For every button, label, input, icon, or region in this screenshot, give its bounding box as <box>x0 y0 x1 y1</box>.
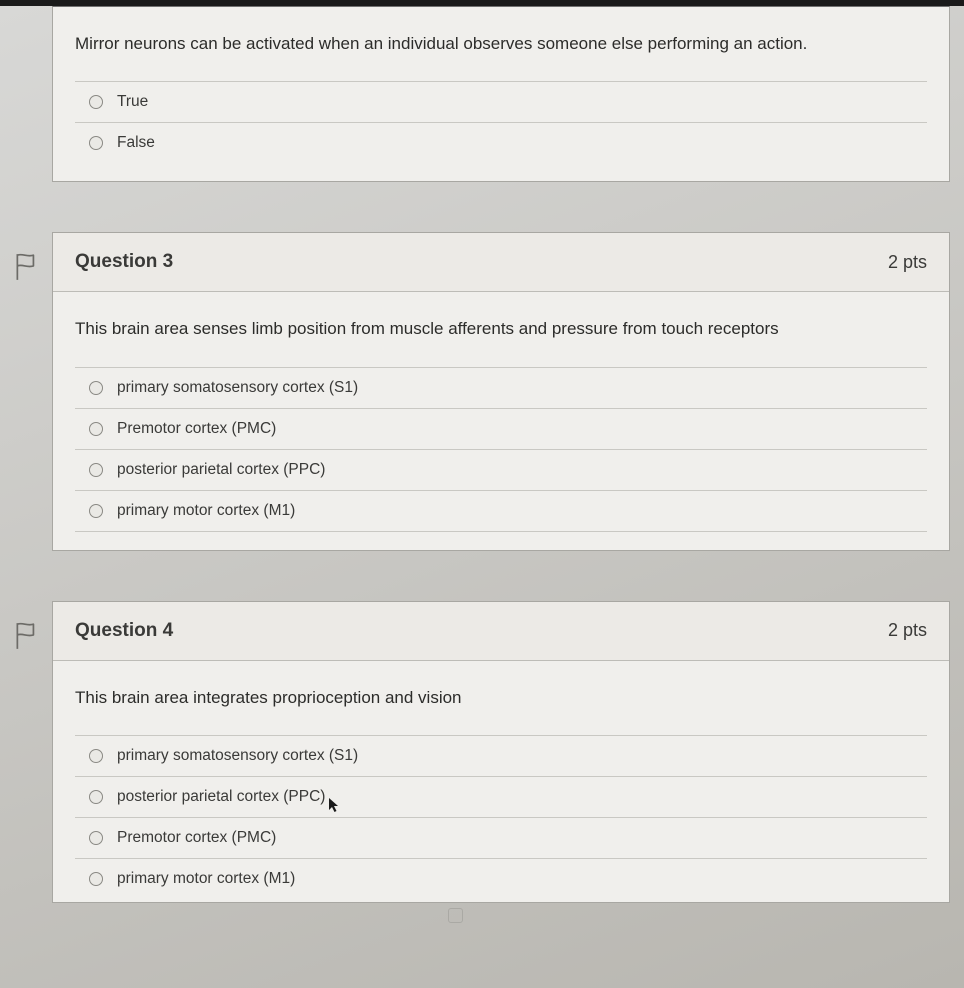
question-number: Question 4 <box>75 620 173 642</box>
question-card-3: Question 3 2 pts This brain area senses … <box>52 232 950 550</box>
radio-icon[interactable] <box>89 831 103 845</box>
option-row-false[interactable]: False <box>75 122 927 163</box>
quiz-container: Mirror neurons can be activated when an … <box>0 6 964 903</box>
option-label: primary somatosensory cortex (S1) <box>117 379 358 397</box>
question-points: 2 pts <box>888 620 927 641</box>
question-points: 2 pts <box>888 252 927 273</box>
question-body: This brain area integrates proprioceptio… <box>53 661 949 902</box>
option-label: Premotor cortex (PMC) <box>117 420 276 438</box>
question-card-2: Mirror neurons can be activated when an … <box>52 6 950 182</box>
option-row-m1[interactable]: primary motor cortex (M1) <box>75 490 927 532</box>
options-list: True False <box>75 81 927 173</box>
options-list: primary somatosensory cortex (S1) poster… <box>75 735 927 902</box>
option-row-s1[interactable]: primary somatosensory cortex (S1) <box>75 367 927 408</box>
radio-icon[interactable] <box>89 790 103 804</box>
option-row-s1[interactable]: primary somatosensory cortex (S1) <box>75 735 927 776</box>
question-text: Mirror neurons can be activated when an … <box>75 31 927 57</box>
option-label: Premotor cortex (PMC) <box>117 829 276 847</box>
question-card-4: Question 4 2 pts This brain area integra… <box>52 601 950 903</box>
option-label: True <box>117 93 148 111</box>
question-body: Mirror neurons can be activated when an … <box>53 7 949 181</box>
question-wrapper-3: Question 3 2 pts This brain area senses … <box>14 232 950 550</box>
ghost-checkbox-icon <box>448 908 463 923</box>
radio-icon[interactable] <box>89 872 103 886</box>
question-body: This brain area senses limb position fro… <box>53 292 949 549</box>
radio-icon[interactable] <box>89 95 103 109</box>
option-row-ppc[interactable]: posterior parietal cortex (PPC) <box>75 449 927 490</box>
question-wrapper-4: Question 4 2 pts This brain area integra… <box>14 601 950 903</box>
option-row-ppc[interactable]: posterior parietal cortex (PPC) <box>75 776 927 817</box>
option-row-pmc[interactable]: Premotor cortex (PMC) <box>75 408 927 449</box>
option-label: False <box>117 134 155 152</box>
question-header: Question 3 2 pts <box>53 233 949 292</box>
radio-icon[interactable] <box>89 504 103 518</box>
radio-icon[interactable] <box>89 422 103 436</box>
option-label: posterior parietal cortex (PPC) <box>117 461 325 479</box>
option-row-pmc[interactable]: Premotor cortex (PMC) <box>75 817 927 858</box>
option-label: primary somatosensory cortex (S1) <box>117 747 358 765</box>
question-text: This brain area integrates proprioceptio… <box>75 685 927 711</box>
question-number: Question 3 <box>75 251 173 273</box>
option-row-m1[interactable]: primary motor cortex (M1) <box>75 858 927 892</box>
option-label: primary motor cortex (M1) <box>117 502 295 520</box>
question-text: This brain area senses limb position fro… <box>75 316 927 342</box>
radio-icon[interactable] <box>89 463 103 477</box>
option-row-true[interactable]: True <box>75 81 927 122</box>
question-wrapper-2: Mirror neurons can be activated when an … <box>14 6 950 182</box>
radio-icon[interactable] <box>89 136 103 150</box>
flag-icon <box>14 252 40 282</box>
options-list: primary somatosensory cortex (S1) Premot… <box>75 367 927 542</box>
flag-icon <box>14 621 40 651</box>
option-label: posterior parietal cortex (PPC) <box>117 788 325 806</box>
radio-icon[interactable] <box>89 381 103 395</box>
flag-button[interactable] <box>14 601 52 651</box>
flag-button[interactable] <box>14 232 52 282</box>
question-header: Question 4 2 pts <box>53 602 949 661</box>
option-label: primary motor cortex (M1) <box>117 870 295 888</box>
radio-icon[interactable] <box>89 749 103 763</box>
